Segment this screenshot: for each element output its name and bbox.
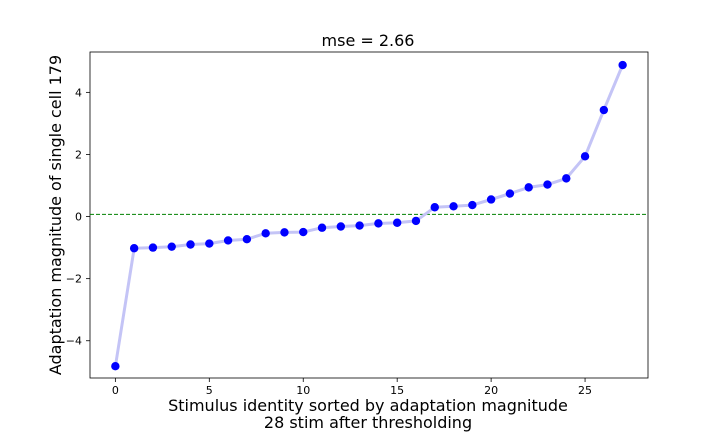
data-point: [468, 200, 477, 210]
plot-area: [89, 51, 649, 379]
x-axis-label-line-1: Stimulus identity sorted by adaptation m…: [168, 396, 568, 415]
data-point: [430, 203, 439, 212]
data-point: [486, 195, 496, 204]
y-tick-label: −4: [66, 335, 82, 348]
x-axis-label-line-2: 28 stim after thresholding: [264, 413, 472, 432]
data-point: [242, 235, 252, 244]
y-tick-label: 0: [75, 211, 82, 224]
data-point: [167, 242, 176, 251]
data-point: [374, 219, 383, 228]
data-series: [111, 60, 627, 371]
x-tick-label: 20: [484, 384, 498, 397]
x-tick-label: 15: [390, 384, 404, 397]
data-point: [261, 229, 270, 238]
y-tick-label: 4: [75, 86, 82, 99]
y-tick-label: 2: [75, 148, 82, 161]
data-point: [562, 174, 571, 183]
data-point: [580, 152, 590, 161]
data-point: [223, 236, 233, 245]
data-point: [599, 105, 609, 115]
data-point: [355, 221, 364, 230]
data-point: [543, 180, 552, 189]
x-tick-label: 25: [578, 384, 592, 397]
data-point: [299, 227, 308, 237]
series-line-0: [113, 64, 624, 367]
y-axis-label: Adaptation magnitude of single cell 179: [46, 55, 65, 375]
data-point: [148, 243, 158, 252]
y-tick-label: −2: [66, 273, 82, 286]
x-axis-ticks: 0 5 10 15 20 25: [112, 378, 592, 397]
data-point: [129, 244, 139, 253]
data-point: [186, 240, 195, 249]
data-point: [411, 216, 421, 226]
x-tick-label: 0: [112, 384, 119, 397]
y-axis-ticks: −4 −2 0 2 4: [66, 86, 90, 348]
plot-frame: [89, 51, 649, 379]
data-point: [392, 218, 402, 227]
data-point: [336, 222, 346, 231]
data-point: [317, 223, 327, 232]
data-point: [524, 183, 533, 192]
x-tick-label: 5: [206, 384, 213, 397]
chart-title: mse = 2.66: [322, 31, 415, 50]
data-point: [618, 60, 627, 70]
data-point: [280, 228, 289, 237]
data-point: [449, 202, 458, 211]
data-point: [205, 239, 214, 248]
data-point: [505, 189, 515, 198]
data-point: [111, 362, 120, 371]
x-tick-label: 10: [296, 384, 310, 397]
